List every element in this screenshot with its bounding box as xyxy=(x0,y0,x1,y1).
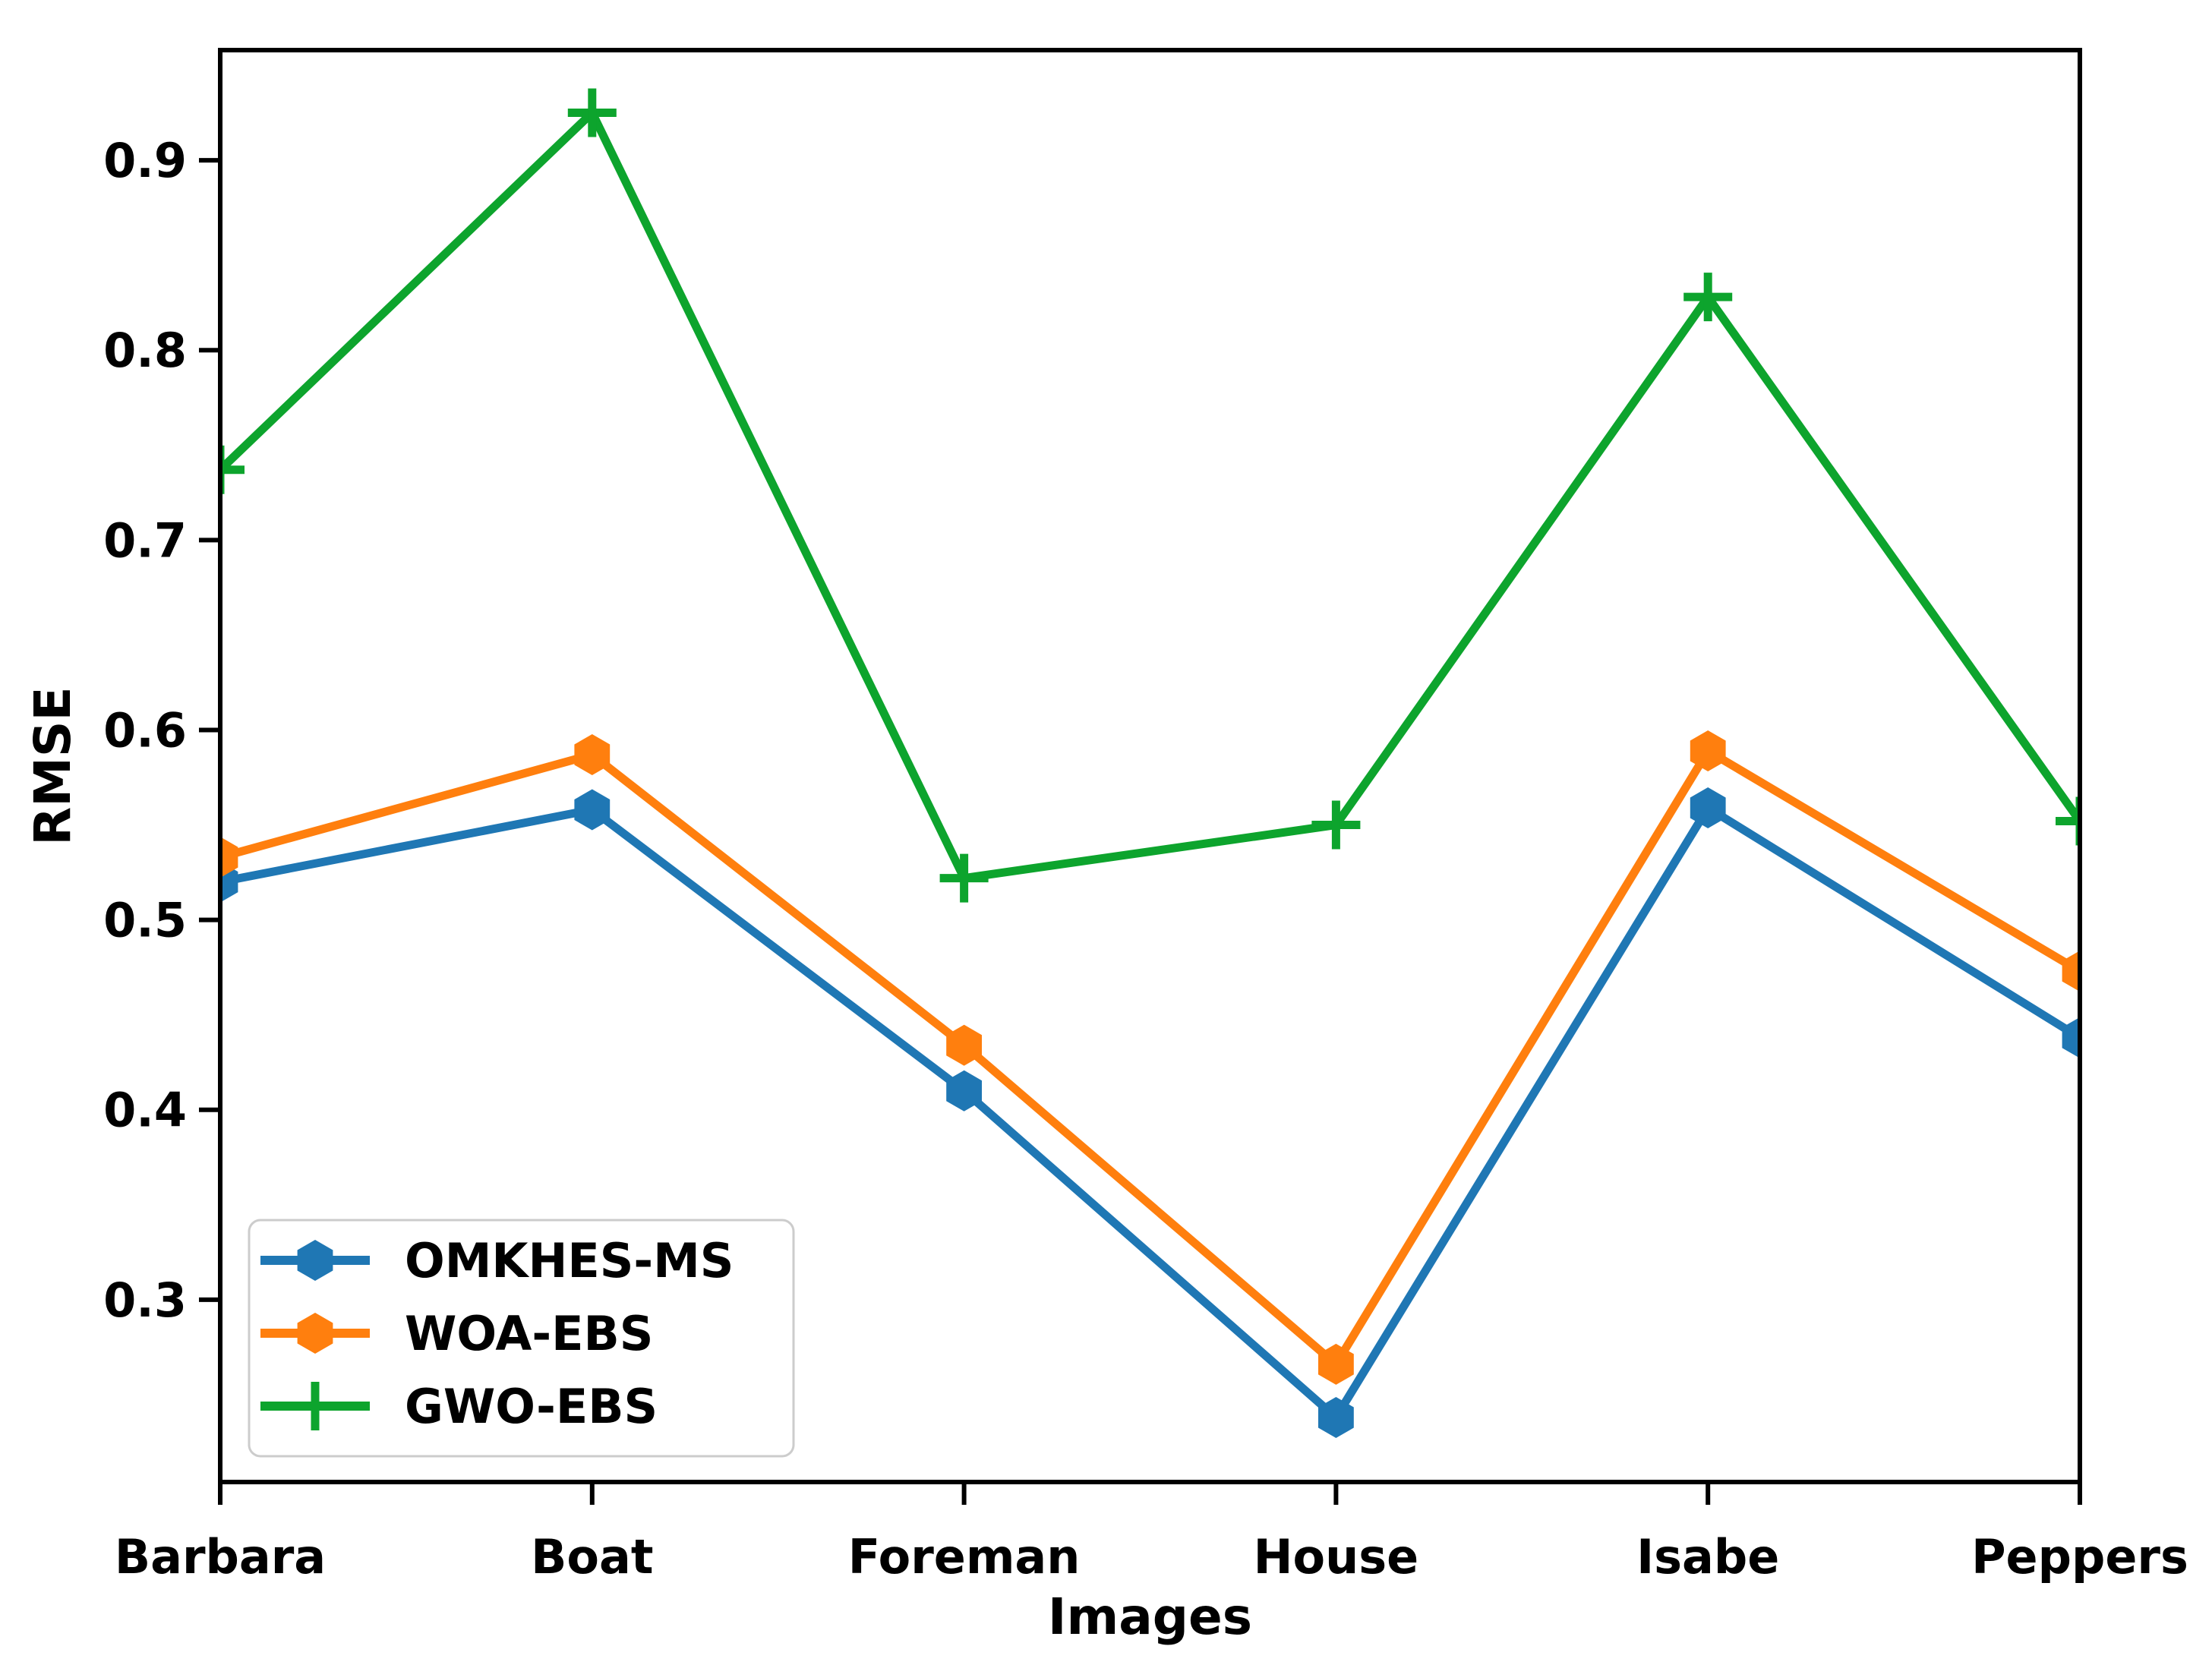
legend-entry-GWO-EBS: GWO-EBS xyxy=(260,1379,658,1434)
legend-label-WOA-EBS: WOA-EBS xyxy=(405,1306,653,1361)
legend-entry-OMKHES-MS: OMKHES-MS xyxy=(260,1233,734,1288)
series-WOA-EBS-hexagon-marker xyxy=(1690,730,1726,771)
series-OMKHES-MS-hexagon-marker xyxy=(1690,787,1726,828)
legend-OMKHES-MS-hexagon-marker xyxy=(297,1240,333,1281)
series-WOA-EBS-hexagon-marker xyxy=(2062,951,2080,992)
x-tick-label-Boat: Boat xyxy=(531,1529,653,1585)
series-OMKHES-MS-hexagon-marker xyxy=(2062,1017,2080,1058)
x-axis: Barbara Boat Foreman House Isabe Peppers xyxy=(115,1482,2188,1585)
series-WOA-EBS xyxy=(220,730,2080,1385)
series-OMKHES-MS xyxy=(220,787,2080,1438)
legend-WOA-EBS-hexagon-marker xyxy=(297,1313,333,1354)
series-line-OMKHES-MS xyxy=(220,803,2080,1422)
series-OMKHES-MS-hexagon-marker xyxy=(1318,1397,1354,1438)
series-WOA-EBS-hexagon-marker xyxy=(220,837,238,878)
series-GWO-EBS xyxy=(220,88,2080,903)
y-tick-label: 0.7 xyxy=(103,512,187,568)
y-tick-label: 0.6 xyxy=(103,702,187,758)
x-tick-label-Barbara: Barbara xyxy=(115,1529,326,1585)
legend-entry-WOA-EBS: WOA-EBS xyxy=(260,1306,653,1361)
series-line-WOA-EBS xyxy=(220,746,2080,1369)
y-tick-label: 0.3 xyxy=(103,1272,187,1328)
series-WOA-EBS-hexagon-marker xyxy=(946,1024,982,1066)
legend-label-OMKHES-MS: OMKHES-MS xyxy=(405,1233,734,1288)
x-axis-title: Images xyxy=(1048,1588,1252,1646)
x-tick-label-Peppers: Peppers xyxy=(1971,1529,2188,1585)
y-tick-label: 0.5 xyxy=(103,893,187,948)
y-tick-label: 0.8 xyxy=(103,323,187,378)
legend-box xyxy=(248,1219,795,1458)
series-WOA-EBS-hexagon-marker xyxy=(1318,1343,1354,1385)
plot-border xyxy=(218,48,2082,1484)
legend: OMKHES-MS WOA-EBS GWO-EBS xyxy=(248,1219,795,1458)
series-line-GWO-EBS xyxy=(220,109,2080,883)
series-OMKHES-MS-hexagon-marker xyxy=(946,1070,982,1112)
series-WOA-EBS-hexagon-marker xyxy=(574,734,611,775)
y-axis-title: RMSE xyxy=(24,686,82,845)
x-tick-label-Foreman: Foreman xyxy=(848,1529,1081,1585)
series-OMKHES-MS-hexagon-marker xyxy=(574,789,611,831)
x-tick-label-Isabe: Isabe xyxy=(1636,1529,1779,1585)
y-tick-label: 0.4 xyxy=(103,1083,187,1138)
y-tick-label: 0.9 xyxy=(103,133,187,188)
x-tick-label-House: House xyxy=(1254,1529,1419,1585)
y-axis: 0.3 0.4 0.5 0.6 0.7 0.8 0.9 xyxy=(103,133,220,1328)
legend-label-GWO-EBS: GWO-EBS xyxy=(405,1379,658,1434)
